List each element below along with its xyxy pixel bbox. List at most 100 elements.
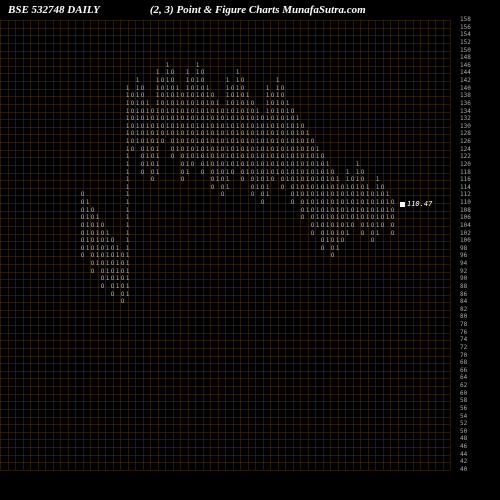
grid-line-v xyxy=(285,20,286,470)
pf-x-mark: 1 xyxy=(235,70,240,76)
grid-line-v xyxy=(150,20,151,470)
pf-o-mark: O xyxy=(300,215,305,221)
pf-o-mark: O xyxy=(380,185,385,191)
y-axis-label: 72 xyxy=(460,345,467,351)
y-axis-label: 94 xyxy=(460,261,467,267)
pf-x-mark: 1 xyxy=(175,86,180,92)
pf-x-mark: 1 xyxy=(345,170,350,176)
pf-x-mark: 1 xyxy=(125,223,130,229)
grid-line-v xyxy=(315,20,316,470)
current-price-label: 110.47 xyxy=(407,200,432,208)
pf-o-mark: O xyxy=(360,177,365,183)
pf-o-mark: O xyxy=(260,200,265,206)
y-axis-label: 116 xyxy=(460,177,471,183)
pf-o-mark: O xyxy=(250,192,255,198)
y-axis-label: 64 xyxy=(460,375,467,381)
pf-o-mark: O xyxy=(300,124,305,130)
grid-line-v xyxy=(263,20,264,470)
pf-o-mark: O xyxy=(350,223,355,229)
pf-x-mark: 1 xyxy=(125,261,130,267)
grid-line-v xyxy=(218,20,219,470)
pf-x-mark: 1 xyxy=(265,192,270,198)
current-price-indicator: 110.47 xyxy=(400,200,432,208)
pf-x-mark: 1 xyxy=(265,185,270,191)
price-marker-icon xyxy=(400,202,405,207)
y-axis-label: 142 xyxy=(460,78,471,84)
pf-x-mark: 1 xyxy=(145,101,150,107)
pf-o-mark: O xyxy=(100,284,105,290)
pf-x-mark: 1 xyxy=(155,70,160,76)
pf-o-mark: O xyxy=(140,170,145,176)
pf-o-mark: O xyxy=(80,192,85,198)
y-axis-label: 82 xyxy=(460,307,467,313)
y-axis-label: 56 xyxy=(460,406,467,412)
pf-x-mark: 1 xyxy=(185,170,190,176)
pf-o-mark: O xyxy=(80,253,85,259)
pf-x-mark: 1 xyxy=(295,116,300,122)
pf-o-mark: O xyxy=(390,231,395,237)
y-axis-label: 120 xyxy=(460,162,471,168)
pf-o-mark: O xyxy=(370,238,375,244)
pf-x-mark: 1 xyxy=(165,63,170,69)
pf-x-mark: 1 xyxy=(125,86,130,92)
pf-o-mark: O xyxy=(190,162,195,168)
y-axis-label: 76 xyxy=(460,330,467,336)
grid-line-v xyxy=(368,20,369,470)
y-axis-label: 86 xyxy=(460,292,467,298)
grid-line-v xyxy=(60,20,61,470)
pf-x-mark: 1 xyxy=(275,78,280,84)
y-axis-label: 126 xyxy=(460,139,471,145)
pf-o-mark: O xyxy=(200,170,205,176)
grid-line-v xyxy=(38,20,39,470)
pf-x-mark: 1 xyxy=(205,86,210,92)
pf-o-mark: O xyxy=(170,154,175,160)
y-axis-label: 114 xyxy=(460,185,471,191)
grid-line-v xyxy=(45,20,46,470)
y-axis-label: 54 xyxy=(460,414,467,420)
pf-x-mark: 1 xyxy=(255,109,260,115)
pf-x-mark: 1 xyxy=(115,246,120,252)
grid-line-v xyxy=(23,20,24,470)
pf-x-mark: 1 xyxy=(125,185,130,191)
grid-line-v xyxy=(53,20,54,470)
pf-o-mark: O xyxy=(140,86,145,92)
pf-x-mark: 1 xyxy=(125,208,130,214)
pf-x-mark: 1 xyxy=(125,200,130,206)
pf-x-mark: 1 xyxy=(125,231,130,237)
pf-x-mark: 1 xyxy=(125,215,130,221)
y-axis-label: 44 xyxy=(460,452,467,458)
grid-line-v xyxy=(450,20,451,470)
y-axis-label: 52 xyxy=(460,421,467,427)
pf-o-mark: O xyxy=(240,86,245,92)
grid-line-v xyxy=(180,20,181,470)
grid-line-v xyxy=(270,20,271,470)
pf-x-mark: 1 xyxy=(125,246,130,252)
pf-o-mark: O xyxy=(390,215,395,221)
y-axis-label: 80 xyxy=(460,314,467,320)
pf-o-mark: O xyxy=(200,78,205,84)
y-axis-label: 58 xyxy=(460,398,467,404)
pf-o-mark: O xyxy=(240,78,245,84)
y-axis-label: 146 xyxy=(460,63,471,69)
pf-x-mark: 1 xyxy=(335,246,340,252)
pf-x-mark: 1 xyxy=(195,63,200,69)
pf-x-mark: 1 xyxy=(345,231,350,237)
y-axis-label: 70 xyxy=(460,353,467,359)
pf-o-mark: O xyxy=(230,170,235,176)
y-axis-label: 62 xyxy=(460,383,467,389)
pf-x-mark: 1 xyxy=(155,170,160,176)
y-axis-label: 122 xyxy=(460,154,471,160)
grid-line-h xyxy=(0,470,450,471)
pf-o-mark: O xyxy=(220,192,225,198)
grid-line-v xyxy=(428,20,429,470)
pf-x-mark: 1 xyxy=(95,215,100,221)
pf-x-mark: 1 xyxy=(125,177,130,183)
chart-header: BSE 532748 DAILY (2, 3) Point & Figure C… xyxy=(8,4,492,16)
pf-o-mark: O xyxy=(360,231,365,237)
pf-x-mark: 1 xyxy=(355,162,360,168)
y-axis-label: 40 xyxy=(460,467,467,473)
grid-line-v xyxy=(255,20,256,470)
grid-line-v xyxy=(293,20,294,470)
pf-o-mark: O xyxy=(130,147,135,153)
pf-o-mark: O xyxy=(140,93,145,99)
